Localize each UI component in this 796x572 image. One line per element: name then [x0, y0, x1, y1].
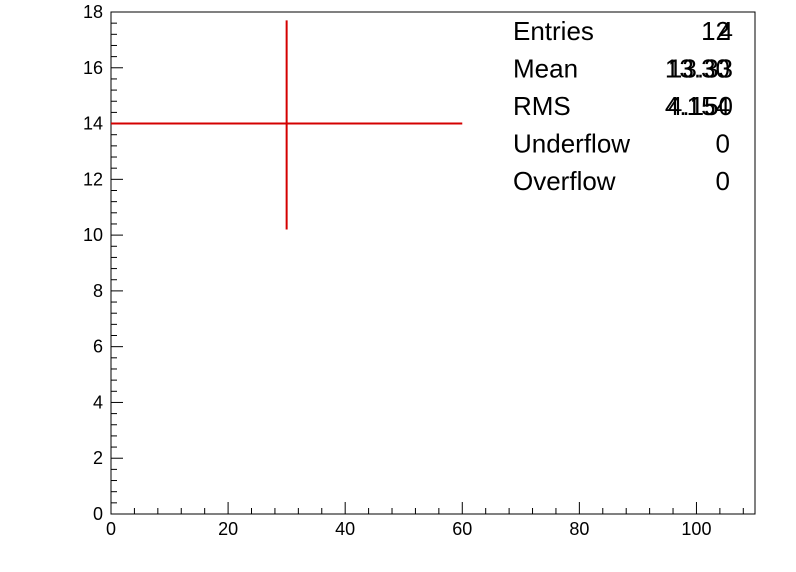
stats-label: Mean [513, 54, 578, 84]
plot-frame [110, 11, 756, 515]
stats-value: 13.30 [665, 54, 730, 84]
y-tick-label: 12 [83, 169, 103, 189]
y-tick-label: 8 [93, 281, 103, 301]
y-tick-label: 0 [93, 504, 103, 524]
y-tick-label: 14 [83, 114, 103, 134]
x-tick-label: 40 [335, 519, 355, 539]
x-tick-label: 80 [569, 519, 589, 539]
x-tick-labels: 0 20 40 60 80 100 [106, 519, 711, 539]
y-tick-label: 16 [83, 58, 103, 78]
stats-value: 4 [719, 16, 733, 46]
stats-value: 0 [716, 129, 730, 159]
stats-value: 4.150 [668, 91, 733, 121]
x-tick-label: 20 [218, 519, 238, 539]
y-tick-label: 6 [93, 337, 103, 357]
stats-value: 4.154 [665, 91, 730, 121]
x-tick-label: 60 [452, 519, 472, 539]
stats-label: RMS [513, 91, 571, 121]
y-tick-label: 18 [83, 2, 103, 22]
axis-ticks [110, 11, 744, 515]
stats-value: 12 [701, 16, 730, 46]
y-tick-label: 4 [93, 392, 103, 412]
stats-label: Overflow [513, 166, 616, 196]
x-tick-label: 0 [106, 519, 116, 539]
stats-value: 13.33 [668, 54, 733, 84]
x-tick-label: 100 [681, 519, 711, 539]
stats-label: Entries [513, 16, 594, 46]
stats-label: Underflow [513, 129, 630, 159]
y-tick-label: 2 [93, 448, 103, 468]
stats-value: 0 [716, 166, 730, 196]
data-points [111, 20, 463, 230]
y-tick-label: 10 [83, 225, 103, 245]
y-tick-labels: 0 2 4 6 8 10 12 14 16 18 [83, 2, 103, 524]
